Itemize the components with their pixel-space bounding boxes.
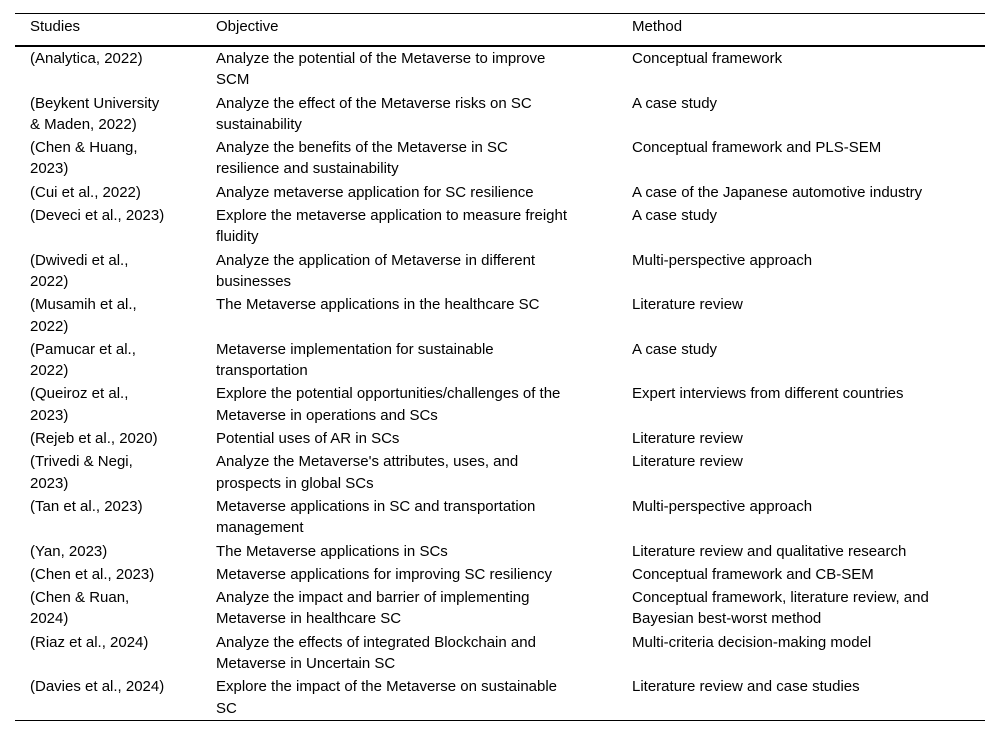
objective-cell: Analyze metaverse application for SC res… <box>216 183 534 201</box>
studies-cell: (Deveci et al., 2023) <box>30 207 165 225</box>
studies-cell: (Chen et al., 2023) <box>30 565 155 583</box>
method-cell: A case study <box>632 207 718 225</box>
objective-cell: Metaverse applications for improving SC … <box>216 565 552 583</box>
table-row: (Chen & Ruan, 2024) Analyze the impact a… <box>15 586 985 631</box>
studies-table: Studies Objective Method (Analytica, 202… <box>15 13 985 721</box>
table-row: (Tan et al., 2023) Metaverse application… <box>15 495 985 540</box>
method-cell: Multi-perspective approach <box>632 497 813 515</box>
studies-cell: (Davies et al., 2024) <box>30 678 165 696</box>
objective-cell: Analyze the impact and barrier of implem… <box>216 589 530 628</box>
method-cell: Literature review and qualitative resear… <box>632 542 907 560</box>
objective-cell: The Metaverse applications in the health… <box>216 296 540 314</box>
method-cell: A case of the Japanese automotive indust… <box>632 183 923 201</box>
studies-cell: (Trivedi & Negi, 2023) <box>30 453 133 492</box>
method-cell: Multi-perspective approach <box>632 251 813 269</box>
method-cell: Literature review <box>632 296 743 314</box>
objective-cell: Potential uses of AR in SCs <box>216 430 400 448</box>
column-header-objective: Objective <box>216 13 632 47</box>
objective-cell: Analyze the potential of the Metaverse t… <box>216 50 546 89</box>
studies-cell: (Beykent University & Maden, 2022) <box>30 94 160 133</box>
header-row: Studies Objective Method <box>15 13 985 47</box>
studies-cell: (Chen & Ruan, 2024) <box>30 589 130 628</box>
objective-cell: Analyze the Metaverse's attributes, uses… <box>216 453 519 492</box>
studies-cell: (Tan et al., 2023) <box>30 497 143 515</box>
objective-cell: Analyze the effect of the Metaverse risk… <box>216 94 532 133</box>
method-cell: Conceptual framework, literature review,… <box>632 589 929 628</box>
table-row: (Queiroz et al., 2023) Explore the poten… <box>15 382 985 427</box>
method-cell: Literature review <box>632 430 743 448</box>
method-cell: Expert interviews from different countri… <box>632 385 904 403</box>
objective-cell: Analyze the application of Metaverse in … <box>216 251 536 290</box>
column-header-studies: Studies <box>15 13 216 47</box>
method-cell: Conceptual framework and CB-SEM <box>632 565 874 583</box>
method-cell: Literature review <box>632 453 743 471</box>
objective-cell: Metaverse applications in SC and transpo… <box>216 497 536 537</box>
paper-page: Studies Objective Method (Analytica, 202… <box>0 13 1000 721</box>
table-row: (Cui et al., 2022) Analyze metaverse app… <box>15 181 985 204</box>
studies-cell: (Dwivedi et al., 2022) <box>30 251 129 290</box>
table-row: (Chen et al., 2023) Metaverse applicatio… <box>15 563 985 586</box>
objective-cell: Explore the impact of the Metaverse on s… <box>216 678 558 717</box>
method-cell: Conceptual framework and PLS-SEM <box>632 139 882 157</box>
studies-cell: (Musamih et al., 2022) <box>30 296 137 335</box>
studies-cell: (Pamucar et al., 2022) <box>30 340 136 380</box>
table-row: (Trivedi & Negi, 2023) Analyze the Metav… <box>15 450 985 495</box>
table-row: (Riaz et al., 2024) Analyze the effects … <box>15 631 985 676</box>
objective-cell: Metaverse implementation for sustainable… <box>216 340 494 380</box>
method-cell: A case study <box>632 340 718 358</box>
table-row: (Rejeb et al., 2020) Potential uses of A… <box>15 427 985 450</box>
objective-cell: Analyze the effects of integrated Blockc… <box>216 633 536 673</box>
table-row: (Dwivedi et al., 2022) Analyze the appli… <box>15 249 985 294</box>
table-row: (Musamih et al., 2022) The Metaverse app… <box>15 293 985 338</box>
studies-cell: (Yan, 2023) <box>30 542 108 560</box>
column-header-method: Method <box>632 13 985 47</box>
objective-cell: Explore the potential opportunities/chal… <box>216 385 561 424</box>
table-row: (Analytica, 2022) Analyze the potential … <box>15 46 985 92</box>
table-row: (Beykent University & Maden, 2022) Analy… <box>15 92 985 137</box>
table-row: (Chen & Huang, 2023) Analyze the benefit… <box>15 136 985 181</box>
table-row: (Pamucar et al., 2022) Metaverse impleme… <box>15 338 985 383</box>
objective-cell: The Metaverse applications in SCs <box>216 542 448 560</box>
method-cell: Literature review and case studies <box>632 678 860 696</box>
studies-cell: (Riaz et al., 2024) <box>30 633 149 651</box>
method-cell: Conceptual framework <box>632 50 783 67</box>
table-row: (Yan, 2023) The Metaverse applications i… <box>15 540 985 563</box>
studies-cell: (Analytica, 2022) <box>30 50 143 67</box>
table-row: (Deveci et al., 2023) Explore the metave… <box>15 204 985 249</box>
method-cell: Multi-criteria decision-making model <box>632 633 872 651</box>
objective-cell: Analyze the benefits of the Metaverse in… <box>216 139 508 178</box>
table-row: (Davies et al., 2024) Explore the impact… <box>15 675 985 720</box>
objective-cell: Explore the metaverse application to mea… <box>216 207 568 246</box>
studies-cell: (Queiroz et al., 2023) <box>30 385 129 424</box>
method-cell: A case study <box>632 94 718 112</box>
studies-cell: (Chen & Huang, 2023) <box>30 139 138 178</box>
studies-cell: (Cui et al., 2022) <box>30 183 141 201</box>
studies-cell: (Rejeb et al., 2020) <box>30 430 158 448</box>
